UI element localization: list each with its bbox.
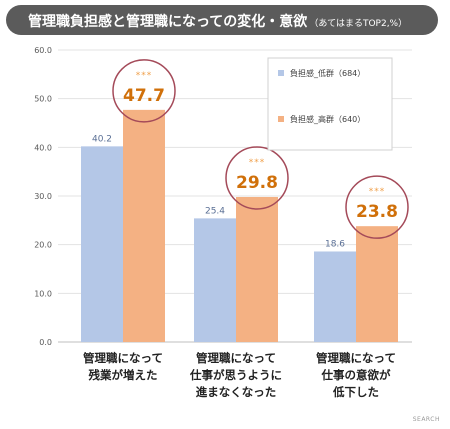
y-tick-label: 40.0: [34, 143, 52, 152]
legend-entry: 負担感_低群（684）: [290, 68, 365, 78]
data-label-high: 23.8: [356, 202, 398, 222]
category-label: 管理職になって: [316, 351, 396, 365]
chart-title: 管理職負担感と管理職になっての変化・意欲 （あてはまるTOP2,%）: [28, 11, 407, 31]
y-tick-label: 30.0: [34, 192, 52, 201]
category-label: 管理職になって: [196, 351, 276, 365]
chart-title-main: 管理職負担感と管理職になっての変化・意欲: [28, 14, 308, 30]
category-label: 仕事の意欲が: [321, 368, 391, 382]
legend-swatch: [278, 70, 284, 76]
y-tick-label: 20.0: [34, 241, 52, 250]
y-tick-label: 10.0: [34, 289, 52, 298]
bar-high: [123, 109, 165, 342]
bar-high: [356, 226, 398, 342]
highlight-circle: [225, 146, 289, 210]
data-label-high: 47.7: [123, 86, 165, 106]
bar-low: [194, 218, 236, 342]
data-label-low: 25.4: [205, 206, 225, 216]
significance-marker: ***: [136, 71, 153, 81]
bar-low: [314, 251, 356, 342]
data-label-high: 29.8: [236, 173, 278, 193]
significance-marker: ***: [249, 158, 266, 168]
category-label: 進まなくなった: [196, 385, 277, 399]
y-tick-label: 60.0: [34, 46, 52, 55]
brand-mark: SEARCH: [412, 416, 440, 423]
category-label: 仕事が思うように: [189, 368, 282, 382]
category-label: 低下した: [332, 385, 379, 399]
legend-box: [267, 57, 393, 151]
category-label: 残業が増えた: [89, 368, 158, 382]
title-bar: 管理職負担感と管理職になっての変化・意欲 （あてはまるTOP2,%）: [6, 5, 438, 35]
highlight-circle: [345, 175, 409, 239]
chart-subtitle: （あてはまるTOP2,%）: [309, 19, 408, 29]
legend-entry: 負担感_高群（640）: [290, 114, 365, 124]
y-tick-label: 50.0: [34, 95, 52, 104]
bar-high: [236, 196, 278, 342]
data-label-low: 18.6: [325, 239, 345, 249]
highlight-circle: [112, 59, 176, 123]
category-label: 管理職になって: [83, 351, 163, 365]
significance-marker: ***: [369, 187, 386, 197]
legend-swatch: [278, 116, 284, 122]
y-tick-label: 0.0: [39, 338, 52, 347]
data-label-low: 40.2: [92, 134, 112, 144]
bar-low: [81, 146, 123, 342]
